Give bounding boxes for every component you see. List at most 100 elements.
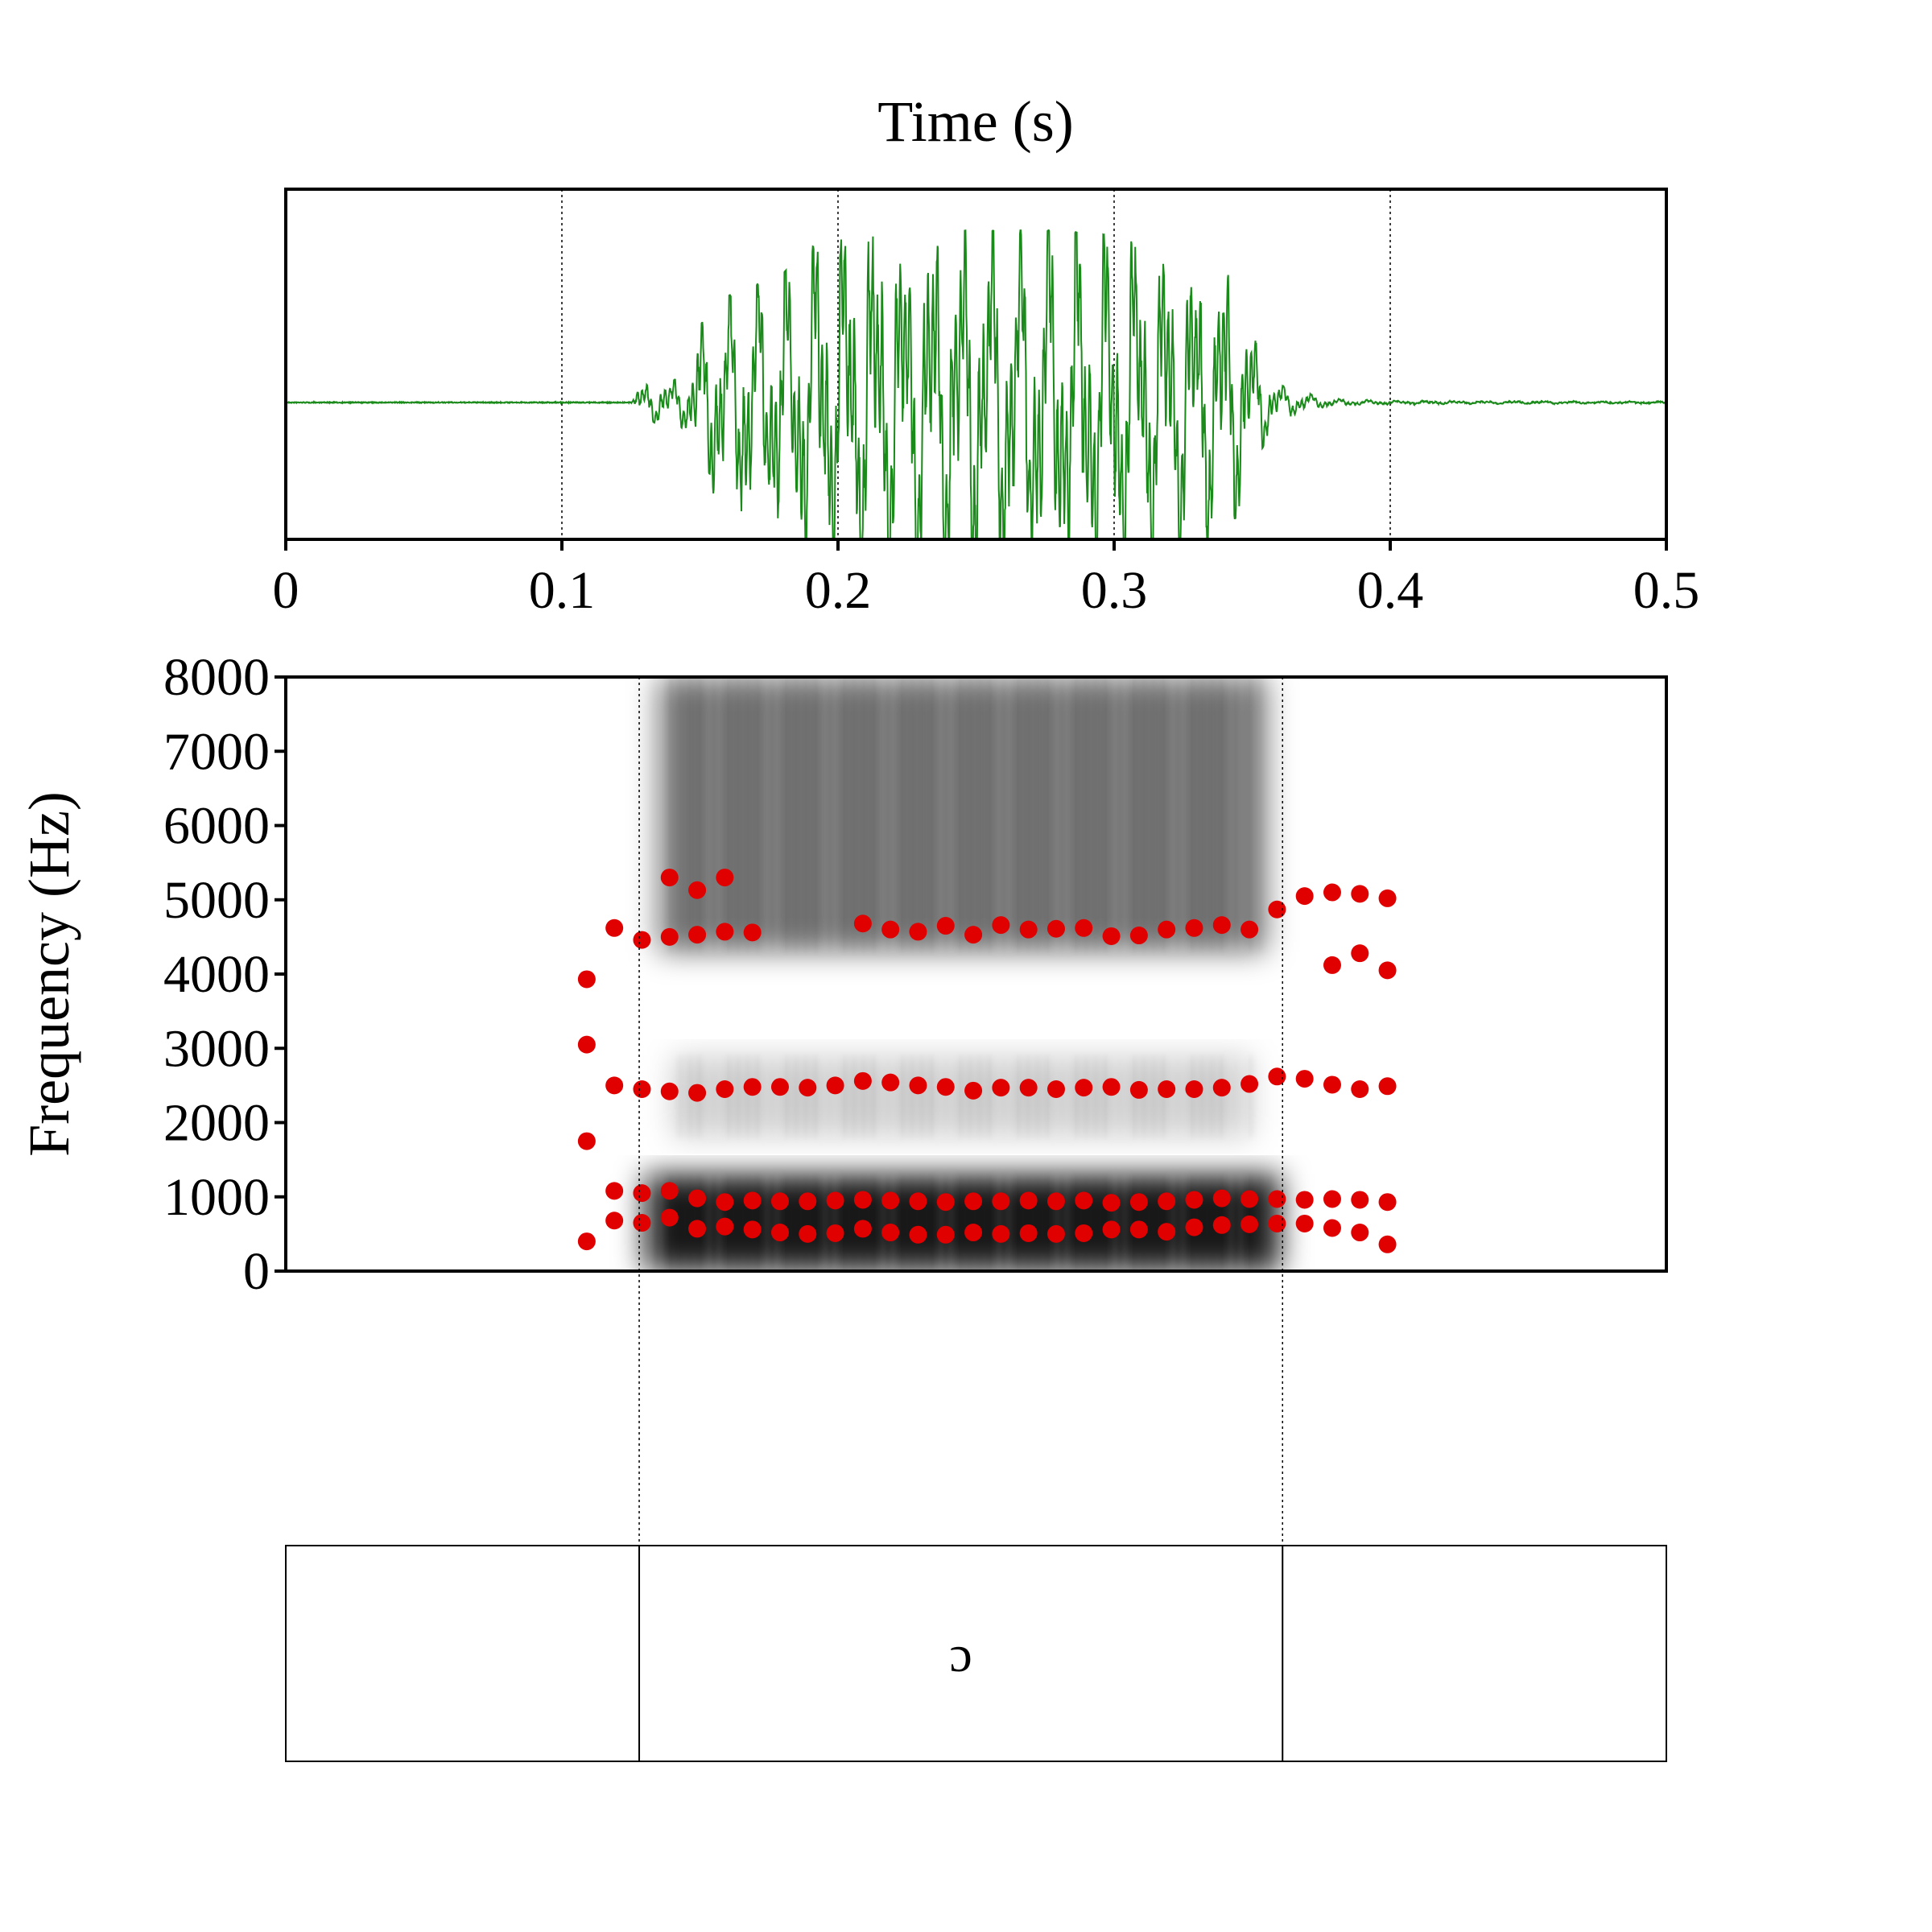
formant-point	[881, 1191, 900, 1210]
formant-point	[1241, 1190, 1259, 1208]
formant-point	[1158, 920, 1176, 939]
frequency-tick-label: 6000	[163, 797, 270, 856]
formant-point	[688, 1189, 707, 1208]
spectrogram-band	[658, 677, 1266, 952]
formant-point	[826, 1224, 844, 1242]
waveform-gridlines	[561, 189, 1391, 539]
formant-point	[770, 1078, 789, 1096]
formant-point	[688, 881, 707, 899]
formant-point	[1019, 1224, 1038, 1242]
formant-point	[799, 1192, 817, 1211]
formant-point	[853, 1220, 872, 1238]
formant-point	[716, 923, 734, 941]
formant-point	[1323, 1190, 1341, 1208]
formant-point	[1075, 919, 1093, 937]
formant-point	[853, 1191, 872, 1209]
formant-point	[1323, 1219, 1341, 1237]
waveform-trace	[286, 229, 1666, 539]
formant-point	[1295, 1214, 1314, 1232]
formant-point	[992, 916, 1010, 935]
formant-point	[909, 1076, 927, 1095]
formant-point	[1102, 1220, 1121, 1239]
spectrogram-striations	[650, 677, 1271, 1271]
formant-point	[743, 1220, 762, 1239]
formant-point	[1185, 1218, 1203, 1236]
formant-point	[1046, 1224, 1065, 1243]
formant-point	[1268, 1067, 1286, 1086]
formant-point	[936, 1225, 955, 1244]
spectrogram-band	[644, 1174, 1280, 1271]
formant-point	[660, 1182, 679, 1200]
frequency-tick-label: 4000	[163, 945, 270, 1004]
frequency-tick-label: 1000	[163, 1168, 270, 1227]
formant-point	[1019, 1079, 1038, 1097]
waveform-frame	[284, 188, 1668, 541]
formant-point	[660, 869, 679, 887]
frequency-tick-label: 8000	[163, 648, 270, 707]
formant-point	[1158, 1080, 1176, 1098]
formant-point	[1019, 1191, 1038, 1210]
formant-point	[688, 1220, 707, 1238]
interval-label: ɔ	[949, 1625, 972, 1682]
formant-point	[1323, 956, 1341, 974]
frequency-tick-label: 5000	[163, 871, 270, 930]
formant-point	[577, 1232, 596, 1251]
formant-point	[577, 970, 596, 989]
frequency-tick-label: 3000	[163, 1019, 270, 1078]
formant-point	[1102, 1194, 1121, 1212]
formant-point	[1378, 889, 1397, 907]
formant-point	[799, 1079, 817, 1097]
formant-point	[1019, 920, 1038, 939]
frequency-tick-label: 7000	[163, 722, 270, 781]
formant-point	[1268, 1214, 1286, 1232]
formant-point	[1268, 1190, 1286, 1208]
formant-point	[1129, 1193, 1148, 1212]
formant-point	[1351, 1224, 1369, 1242]
formant-point	[992, 1079, 1010, 1097]
formant-point	[936, 917, 955, 935]
formant-point	[633, 1184, 651, 1203]
formant-point	[1241, 1075, 1259, 1093]
formant-point	[660, 1208, 679, 1227]
formant-point	[1241, 1215, 1259, 1233]
formant-point	[881, 1073, 900, 1092]
formant-point	[992, 1192, 1010, 1211]
formant-point	[1075, 1079, 1093, 1097]
formant-point	[881, 920, 900, 939]
formant-point	[660, 1082, 679, 1100]
formant-point	[964, 926, 983, 944]
formant-point	[605, 919, 624, 937]
formant-point	[826, 1076, 844, 1095]
formant-point	[1129, 1080, 1148, 1099]
formant-point	[964, 1192, 983, 1211]
formant-point	[1185, 1080, 1203, 1098]
formant-point	[1212, 1216, 1231, 1234]
frequency-axis-title: Frequency (Hz)	[17, 791, 81, 1157]
time-tick-label: 0.5	[1633, 561, 1700, 620]
formant-point	[577, 1132, 596, 1150]
formant-point	[1046, 1192, 1065, 1211]
formant-point	[909, 923, 927, 941]
formant-point	[688, 926, 707, 944]
formant-point	[1158, 1192, 1176, 1211]
formant-point	[633, 1214, 651, 1232]
formant-point	[1295, 1070, 1314, 1088]
formant-point	[1185, 1191, 1203, 1209]
formant-point	[1351, 1191, 1369, 1209]
formant-point	[1295, 887, 1314, 906]
spectrogram-band	[672, 1055, 1253, 1137]
formant-point	[1212, 1079, 1231, 1097]
formant-point	[853, 914, 872, 933]
formant-points	[577, 869, 1397, 1253]
formant-point	[605, 1212, 624, 1230]
formant-point	[1075, 1224, 1093, 1242]
formant-point	[1268, 900, 1286, 919]
formant-point	[605, 1182, 624, 1200]
formant-point	[1351, 1080, 1369, 1098]
time-tick-label: 0.3	[1081, 561, 1148, 620]
formant-point	[1102, 1078, 1121, 1096]
time-tick-label: 0.4	[1357, 561, 1424, 620]
formant-point	[1102, 927, 1121, 945]
formant-point	[633, 1080, 651, 1098]
